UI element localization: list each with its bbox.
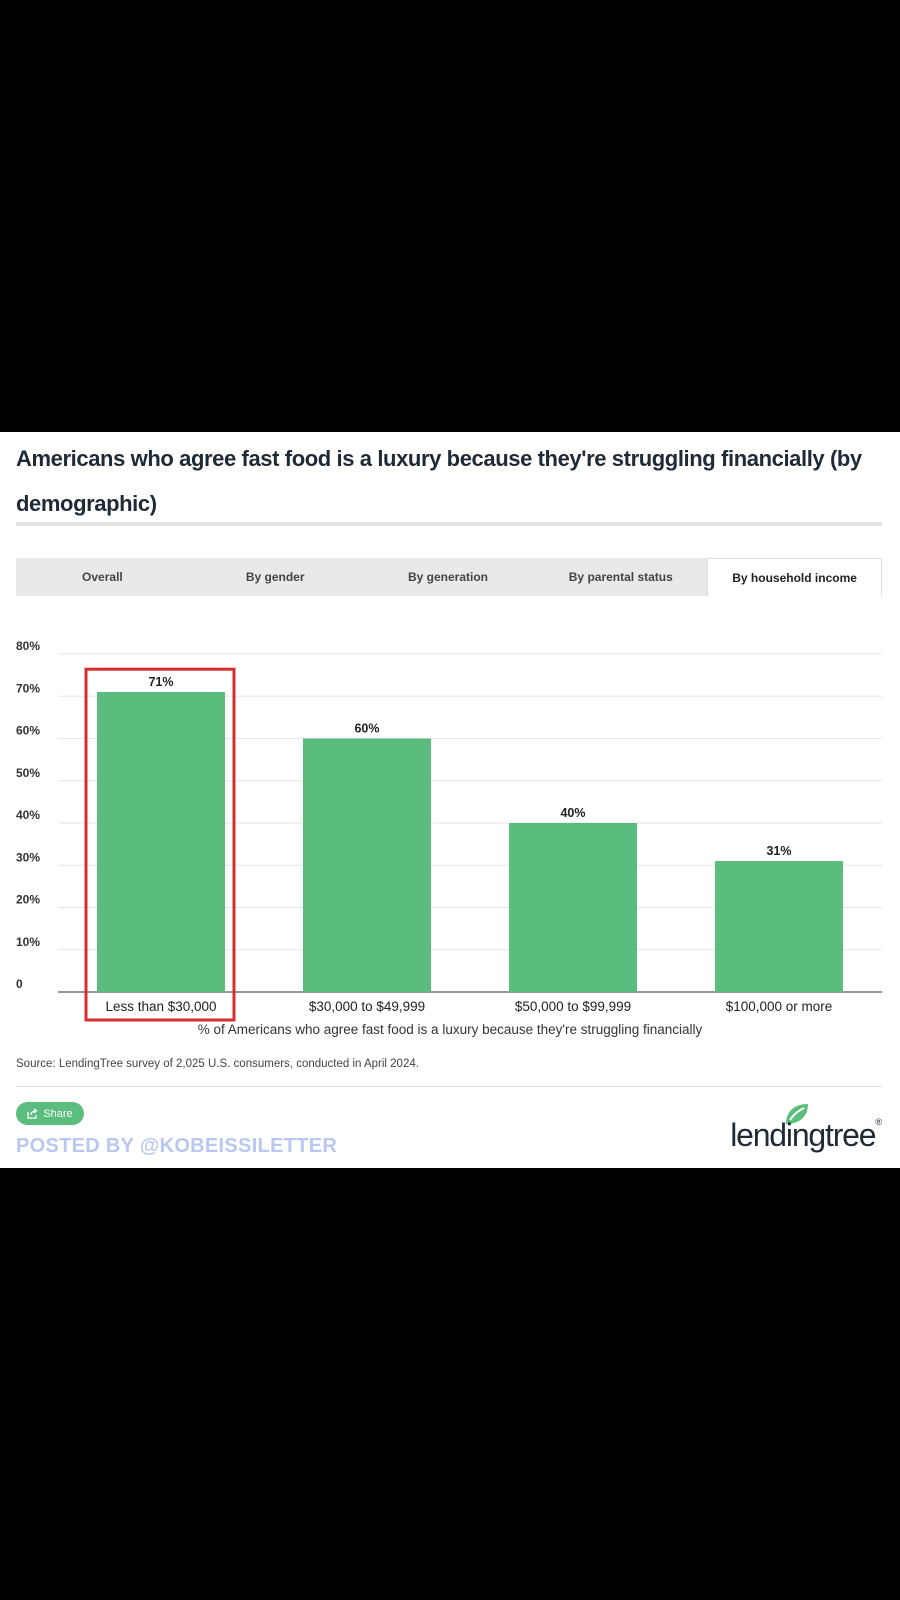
x-axis-title: % of Americans who agree fast food is a … [198,1022,703,1037]
data-label: 71% [148,675,173,689]
lendingtree-logo: lendingtree® [702,1102,882,1156]
y-tick-label: 50% [16,766,40,780]
x-tick-label: $100,000 or more [726,999,833,1014]
x-tick-label: Less than $30,000 [105,999,216,1014]
bar [97,692,225,992]
leaf-icon [786,1104,808,1124]
y-tick-label: 10% [16,935,40,949]
bar [509,823,637,992]
posted-by-watermark: POSTED BY @KOBEISSILETTER [16,1135,338,1157]
source-divider [16,1086,882,1087]
y-tick-label: 40% [16,808,40,822]
share-button[interactable]: Share [16,1102,84,1125]
chart-card: Americans who agree fast food is a luxur… [0,432,900,1168]
tab-by-generation[interactable]: By generation [407,570,488,584]
data-label: 60% [354,722,379,736]
highlight-box [84,667,236,1022]
demographic-tabs: Overall By gender By generation By paren… [16,558,882,596]
y-tick-label: 30% [16,850,40,864]
share-label: Share [43,1107,73,1120]
chart-title: Americans who agree fast food is a luxur… [16,446,862,516]
tab-by-gender[interactable]: By gender [245,570,305,584]
x-tick-label: $30,000 to $49,999 [309,999,425,1014]
y-tick-label: 0 [16,977,23,991]
y-tick-label: 70% [16,681,40,695]
logo-text: lendingtree [730,1117,876,1153]
data-label: 40% [560,806,585,820]
share-icon [27,1108,38,1119]
source-note: Source: LendingTree survey of 2,025 U.S.… [16,1058,419,1070]
y-tick-label: 60% [16,724,40,738]
bar [715,861,843,992]
logo-wordmark: lendingtree® [730,1117,882,1154]
y-tick-label: 80% [16,639,40,653]
tab-by-household-income[interactable]: By household income [707,558,882,596]
tab-overall[interactable]: Overall [82,570,123,584]
y-tick-label: 20% [16,893,40,907]
title-divider [16,522,882,526]
data-label: 31% [766,844,791,858]
logo-registered-mark: ® [875,1117,882,1127]
x-tick-label: $50,000 to $99,999 [515,999,631,1014]
tab-by-parental-status[interactable]: By parental status [568,570,673,584]
bar [303,738,431,992]
bar-chart: 0 10% 20% 30% 40% 50% 60% 70% 80% 71% Less than $3… [16,639,882,1037]
